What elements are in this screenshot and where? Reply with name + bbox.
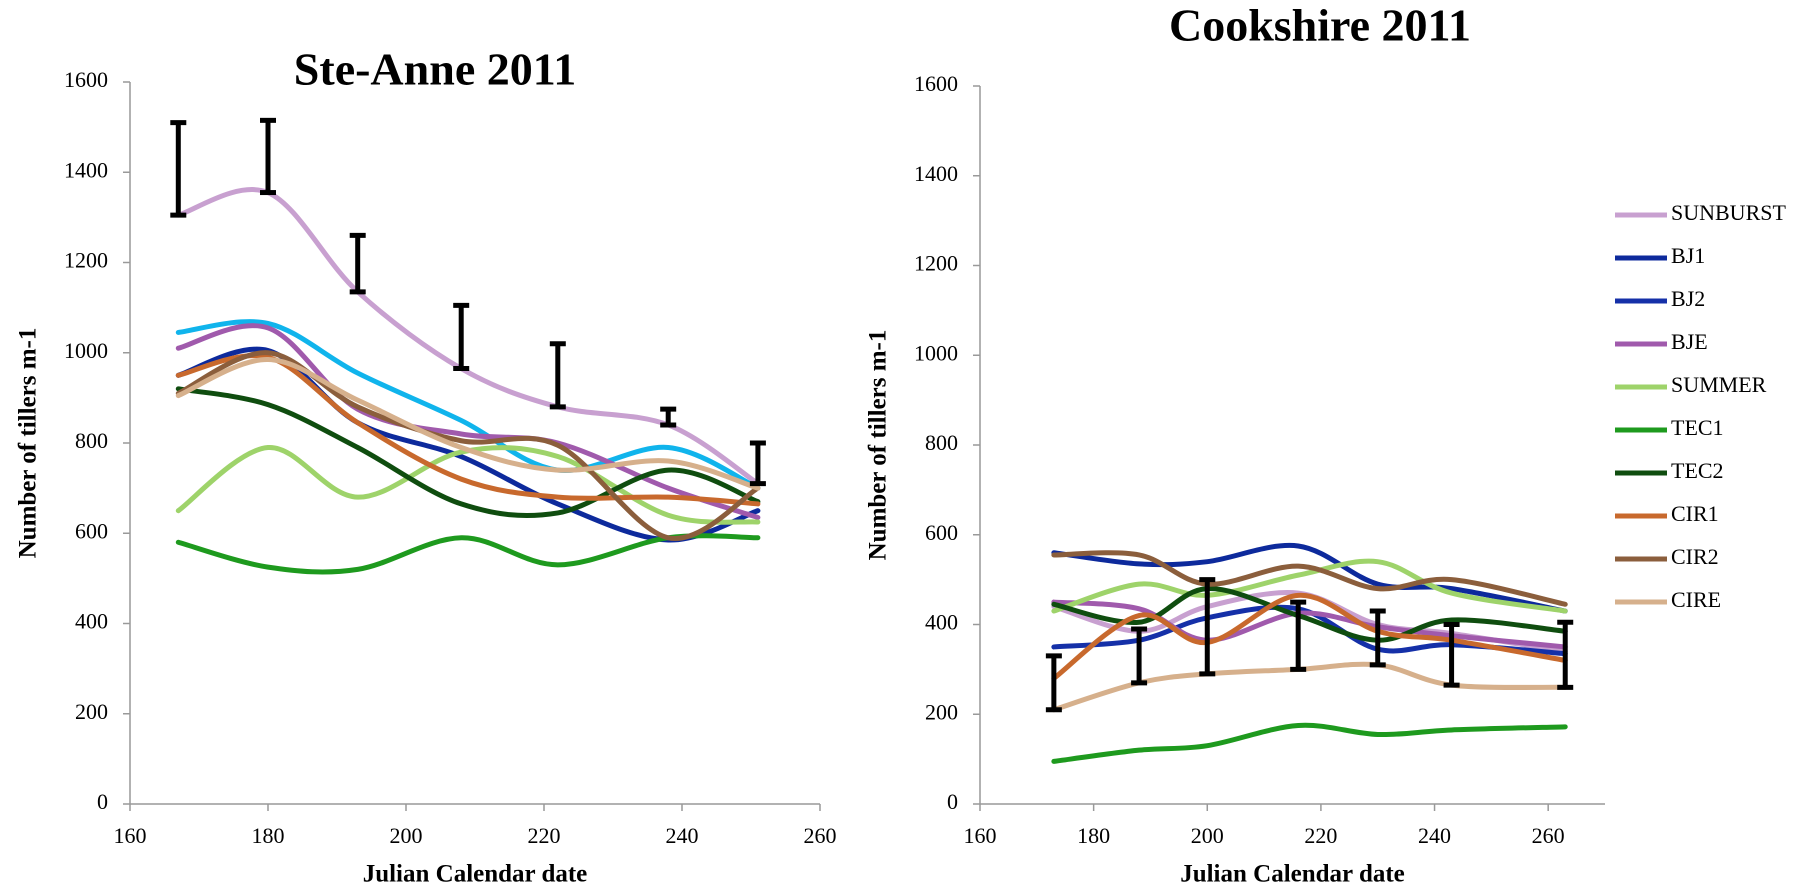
legend-label: BJ2 xyxy=(1671,286,1705,311)
series-line xyxy=(1051,558,1568,614)
y-tick-label: 1400 xyxy=(64,157,108,182)
series-line xyxy=(175,346,761,543)
x-tick-label: 260 xyxy=(804,823,837,848)
y-tick-label: 200 xyxy=(75,699,108,724)
x-axis-label: Julian Calendar date xyxy=(363,861,588,888)
series-line xyxy=(175,350,761,541)
series-line xyxy=(1051,550,1568,607)
legend-label: BJ1 xyxy=(1671,243,1705,268)
y-tick-label: 200 xyxy=(925,699,958,724)
error-bar xyxy=(170,120,187,218)
x-tick-label: 240 xyxy=(1418,823,1451,848)
x-tick-label: 220 xyxy=(528,823,561,848)
legend-label: TEC2 xyxy=(1671,458,1724,483)
legend-label: SUMMER xyxy=(1671,372,1767,397)
chart-title: Ste-Anne 2011 xyxy=(294,44,576,95)
y-tick-label: 0 xyxy=(97,789,108,814)
y-tick-label: 800 xyxy=(925,430,958,455)
x-tick-label: 200 xyxy=(1191,823,1224,848)
legend-label: CIR2 xyxy=(1671,544,1719,569)
error-bar xyxy=(660,406,677,428)
y-tick-label: 0 xyxy=(947,789,958,814)
error-bar xyxy=(1045,653,1062,713)
y-tick-label: 600 xyxy=(75,518,108,543)
legend-label: CIRE xyxy=(1671,587,1721,612)
x-tick-label: 160 xyxy=(964,823,997,848)
y-tick-label: 400 xyxy=(925,610,958,635)
y-tick-label: 1400 xyxy=(914,161,958,186)
series-line xyxy=(175,319,761,491)
y-tick-label: 800 xyxy=(75,428,108,453)
y-tick-label: 1000 xyxy=(914,340,958,365)
error-bar xyxy=(260,117,276,196)
x-tick-label: 240 xyxy=(666,823,699,848)
y-tick-label: 1200 xyxy=(914,251,958,276)
series-line xyxy=(1051,661,1568,713)
series-line xyxy=(1051,722,1568,764)
series-line xyxy=(175,445,761,525)
x-tick-label: 260 xyxy=(1532,823,1565,848)
error-bar xyxy=(1131,626,1148,686)
error-bar xyxy=(1557,619,1574,690)
x-tick-label: 180 xyxy=(1077,823,1110,848)
x-axis-label: Julian Calendar date xyxy=(1180,861,1405,888)
series-line xyxy=(175,353,761,507)
y-tick-label: 1600 xyxy=(914,71,958,96)
y-axis-label: Number of tillers m-1 xyxy=(865,330,892,561)
x-tick-label: 200 xyxy=(390,823,423,848)
error-bar xyxy=(1199,577,1216,677)
chart-title: Cookshire 2011 xyxy=(1169,0,1471,51)
x-tick-label: 180 xyxy=(252,823,285,848)
error-bar xyxy=(453,302,470,372)
error-bar xyxy=(749,440,766,487)
x-tick-label: 160 xyxy=(114,823,147,848)
legend-label: TEC1 xyxy=(1671,415,1724,440)
legend-label: SUNBURST xyxy=(1671,200,1786,225)
y-tick-label: 1600 xyxy=(64,67,108,92)
y-tick-label: 600 xyxy=(925,520,958,545)
y-tick-label: 1200 xyxy=(64,248,108,273)
error-bar xyxy=(1290,599,1307,672)
legend-label: CIR1 xyxy=(1671,501,1719,526)
error-bar xyxy=(1369,608,1386,668)
series-line xyxy=(175,357,761,491)
y-tick-label: 400 xyxy=(75,609,108,634)
y-axis-label: Number of tillers m-1 xyxy=(15,328,42,559)
error-bar xyxy=(349,232,366,295)
error-bar xyxy=(549,341,566,410)
x-tick-label: 220 xyxy=(1304,823,1337,848)
series-line xyxy=(175,323,761,520)
y-tick-label: 1000 xyxy=(64,338,108,363)
legend-label: BJE xyxy=(1671,329,1708,354)
series-line xyxy=(175,386,761,519)
series-line xyxy=(1051,542,1568,614)
error-bar xyxy=(1443,622,1460,688)
